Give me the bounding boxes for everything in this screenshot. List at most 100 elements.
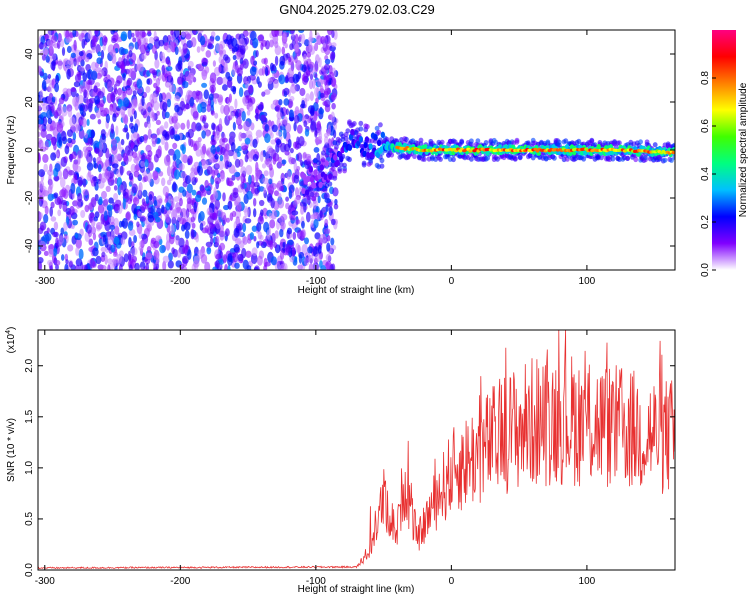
spectrogram-cell [201,197,208,205]
spectrogram-cell [157,145,162,156]
spectrogram-cell [139,240,145,248]
spectrogram-cell [122,127,129,133]
spectrogram-cell [127,221,134,231]
spectrogram-cell [109,49,117,57]
spectrogram-cell [643,154,648,161]
spectrogram-cell [140,42,144,52]
spectrogram-cell [139,204,147,211]
spectrogram-cell [324,218,329,227]
spectrogram-cell [244,218,252,224]
spectrogram-cell [253,197,257,207]
spectrogram-cell [94,147,100,155]
spectrogram-cell [253,208,257,218]
spectrogram-cell [138,102,142,113]
spectrogram-cell [333,154,338,161]
spectrogram-cell [328,206,333,216]
spectrogram-cell [280,221,286,230]
spectrogram-cell [70,52,76,59]
y-tick-label: 0.0 [24,563,35,577]
spectrogram-cell [247,238,252,244]
bottom-y-axis-label: SNR (10 * v/v) [6,418,17,482]
spectrogram-cell [258,186,265,192]
spectrogram-cell [581,156,587,162]
spectrogram-cell [281,159,287,165]
spectrogram-cell [247,102,254,112]
spectrogram-cell [87,30,92,40]
spectrogram-cell [321,157,326,163]
spectrogram-cell [165,202,171,211]
spectrogram-cell [195,234,200,243]
spectrogram-cell [283,98,290,106]
spectrogram-cell [254,167,261,177]
spectrogram-cell [199,35,206,46]
spectrogram-cell [180,144,185,151]
spectrogram-cell [122,190,127,197]
spectrogram-cell [174,46,179,55]
spectrogram-cell [219,242,226,251]
spectrogram-cell [172,142,178,150]
spectrogram-cell [84,132,88,139]
spectrogram-cell [111,37,117,44]
spectrogram-cell [162,260,167,270]
spectrogram-cell [312,78,316,89]
spectrogram-cell [319,233,327,244]
spectrogram-cell [232,121,236,131]
spectrogram-cell [220,224,224,234]
spectrogram-cell [93,85,98,93]
spectrogram-cell [237,253,244,262]
spectrogram-cell [412,153,417,159]
spectrogram-cell [197,103,203,113]
spectrogram-cell [255,129,263,138]
x-tick-label: -200 [170,276,190,287]
spectrogram-cell [389,152,395,158]
spectrogram-cell [63,221,68,232]
spectrogram-cell [82,189,89,196]
spectrogram-cell [47,74,52,79]
spectrogram-cell [176,249,182,258]
spectrogram-cell [285,122,292,133]
spectrogram-cell [54,82,59,93]
spectrogram-cell [109,224,116,231]
spectrogram-cell [347,144,353,151]
bottom-x-axis: -300 -200 -100 0 100 [35,330,596,587]
spectrogram-cell [303,257,310,266]
spectrogram-cell [187,249,192,260]
spectrogram-cell [274,45,282,56]
spectrogram-cell [38,169,46,178]
spectrogram-cell [49,125,54,132]
spectrogram-cell [113,236,120,245]
spectrogram-cell [201,82,208,88]
spectrogram-cell [225,143,230,153]
spectrogram-cell [97,91,105,99]
spectrogram-cell [190,139,194,148]
spectrogram-cell [245,250,252,258]
snr-line [37,329,676,570]
spectrogram-cell [171,247,175,255]
spectrogram-cell [267,77,273,85]
spectrogram-cell [133,97,138,107]
spectrogram-cell [288,115,295,122]
spectrogram-cell [46,109,52,119]
spectrogram-cell [101,190,107,200]
spectrogram-cell [60,130,67,142]
spectrogram-cell [289,30,295,34]
spectrogram-cell [76,57,80,66]
spectrogram-cell [315,137,319,146]
spectrogram-cell [38,119,44,125]
y-tick-label: 1.0 [24,460,35,474]
spectrogram-cell [38,257,44,264]
spectrogram-cell [314,42,319,52]
spectrogram-cell [373,134,378,141]
spectrogram-cell [331,78,336,87]
spectrogram-cell [164,121,169,129]
spectrogram-cell [61,47,66,56]
spectrogram-cell [253,235,257,242]
spectrogram-cell [192,105,197,112]
spectrogram-cell [297,152,303,162]
spectrogram-cell [288,56,292,63]
spectrogram-cell [347,156,352,163]
spectrogram-cell [221,137,228,143]
spectrogram-cell [178,46,182,53]
spectrogram-cell [303,120,308,128]
